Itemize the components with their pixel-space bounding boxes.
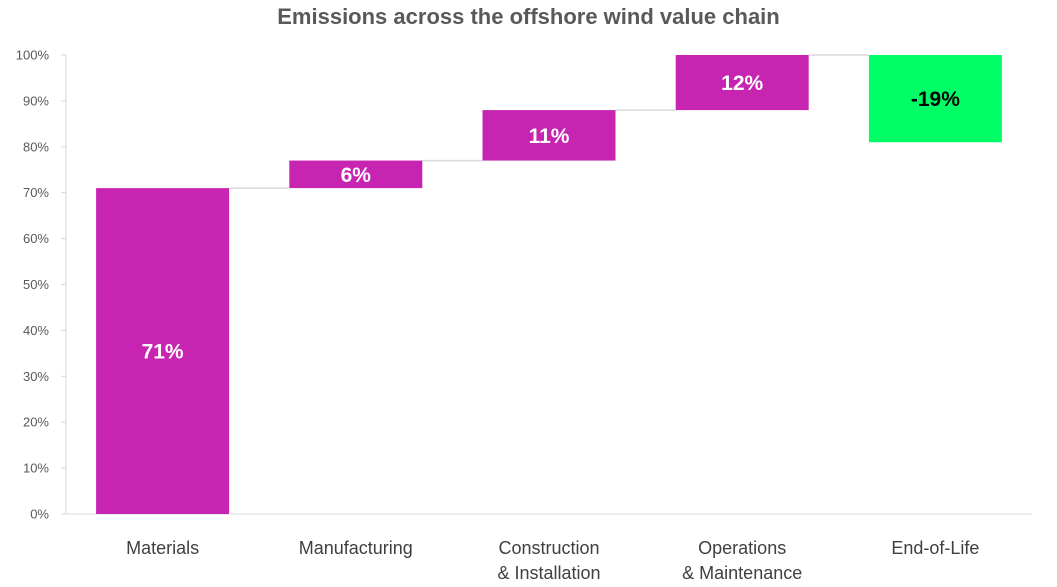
x-category-label: Manufacturing [299, 538, 413, 558]
data-label: 71% [142, 341, 184, 364]
data-label: 11% [529, 125, 570, 148]
y-tick-label: 100% [16, 48, 50, 63]
data-label: 6% [341, 164, 372, 187]
x-category-label: & Maintenance [682, 563, 802, 583]
y-tick-label: 80% [23, 139, 49, 154]
y-tick-label: 40% [23, 323, 49, 338]
y-tick-label: 0% [30, 507, 49, 522]
y-tick-label: 30% [23, 369, 49, 384]
x-category-label: Construction [498, 538, 599, 558]
bar-4 [868, 55, 1002, 143]
data-label: 12% [721, 72, 763, 95]
x-category-label: Materials [126, 538, 199, 558]
bar-2 [482, 110, 616, 161]
y-tick-label: 70% [23, 185, 49, 200]
x-category-label: & Installation [497, 563, 600, 583]
bar-0 [96, 188, 230, 515]
bar-3 [675, 55, 809, 111]
y-tick-label: 20% [23, 415, 49, 430]
bar-1 [289, 160, 423, 189]
y-tick-label: 90% [23, 93, 49, 108]
x-category-label: End-of-Life [891, 538, 979, 558]
x-category-label: Operations [698, 538, 786, 558]
y-tick-label: 10% [23, 461, 49, 476]
y-tick-label: 50% [23, 277, 49, 292]
chart-title: Emissions across the offshore wind value… [277, 4, 780, 29]
data-label: -19% [911, 88, 960, 111]
y-tick-label: 60% [23, 231, 49, 246]
